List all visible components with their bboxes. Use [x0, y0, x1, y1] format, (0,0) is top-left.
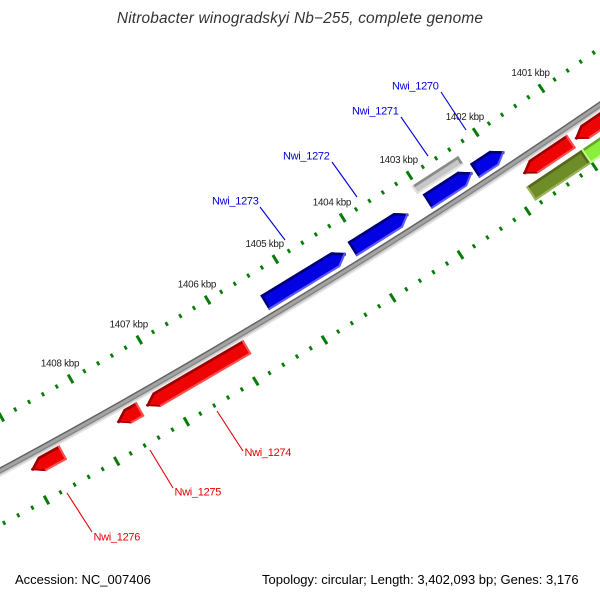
svg-text:Nwi_1276: Nwi_1276 — [94, 532, 141, 544]
svg-text:1404 kbp: 1404 kbp — [313, 197, 352, 208]
svg-text:Nwi_1275: Nwi_1275 — [175, 487, 222, 499]
svg-text:Nwi_1272: Nwi_1272 — [283, 151, 330, 163]
svg-text:Nwi_1270: Nwi_1270 — [392, 81, 439, 93]
svg-text:1403 kbp: 1403 kbp — [379, 155, 418, 166]
svg-text:1401 kbp: 1401 kbp — [511, 68, 550, 79]
svg-text:1406 kbp: 1406 kbp — [178, 280, 217, 291]
svg-text:1408 kbp: 1408 kbp — [41, 358, 80, 369]
svg-text:Accession: NC_007406: Accession: NC_007406 — [15, 572, 151, 587]
svg-text:Nitrobacter winogradskyi Nb−25: Nitrobacter winogradskyi Nb−255, complet… — [117, 10, 483, 27]
svg-text:1407 kbp: 1407 kbp — [110, 319, 149, 330]
svg-text:1405 kbp: 1405 kbp — [245, 239, 284, 250]
svg-text:Nwi_1271: Nwi_1271 — [352, 106, 399, 118]
svg-text:Nwi_1274: Nwi_1274 — [245, 447, 292, 459]
svg-text:1402 kbp: 1402 kbp — [446, 112, 485, 123]
svg-text:Nwi_1273: Nwi_1273 — [212, 196, 259, 208]
svg-text:Topology: circular; Length: 3,: Topology: circular; Length: 3,402,093 bp… — [262, 572, 579, 587]
